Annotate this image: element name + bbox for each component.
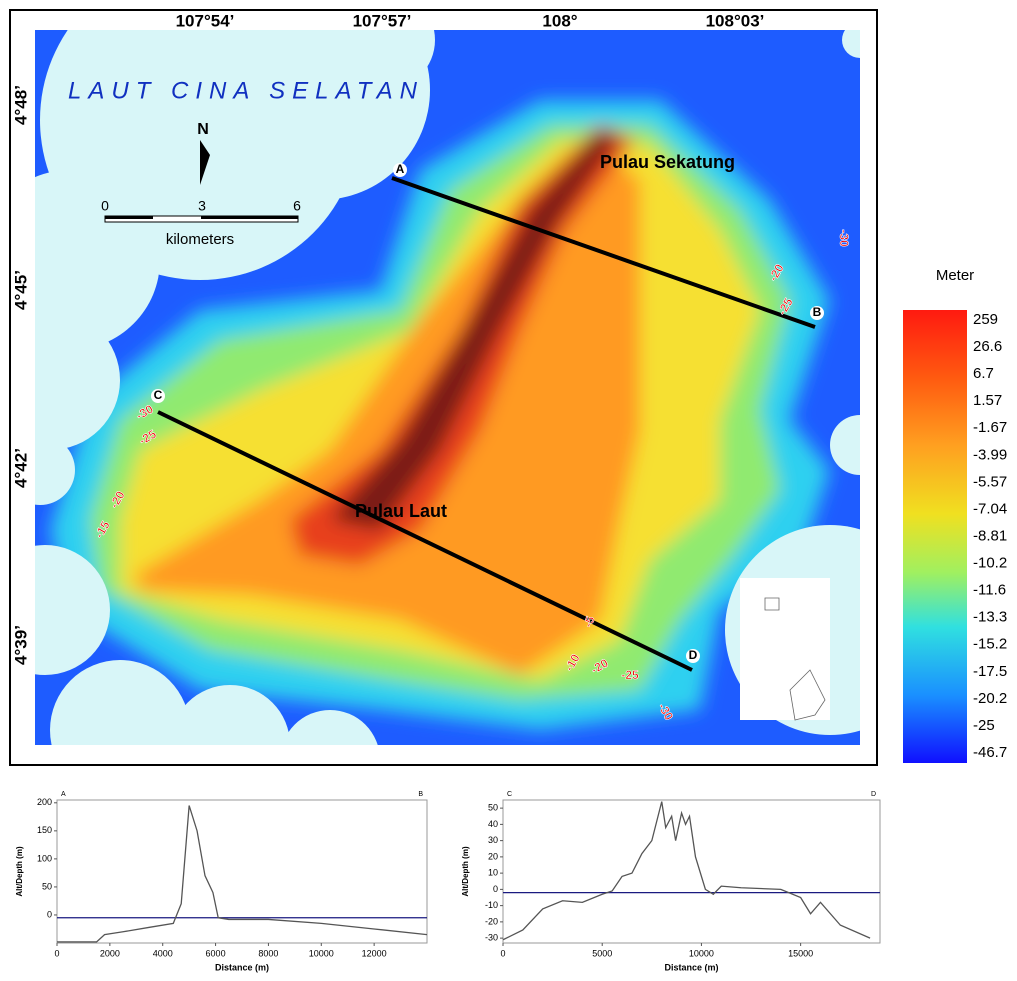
x-tick-label: 5000 xyxy=(592,948,612,958)
lon-label: 107°54’ xyxy=(176,11,235,30)
contour-label: -25 xyxy=(621,668,639,682)
island-label: Pulau Sekatung xyxy=(600,152,735,172)
lon-label: 107°57’ xyxy=(353,11,412,30)
y-tick-label: -10 xyxy=(485,900,498,910)
y-axis-label: Alt/Depth (m) xyxy=(15,846,24,897)
legend-label: -7.04 xyxy=(973,500,1007,517)
x-tick-label: 0 xyxy=(54,948,59,958)
legend-label: -10.2 xyxy=(973,555,1007,572)
plot-area xyxy=(57,800,427,943)
legend-label: -17.5 xyxy=(973,663,1007,680)
x-axis-label: Distance (m) xyxy=(664,962,718,972)
lat-label: 4°45’ xyxy=(11,270,30,310)
lon-label: 108° xyxy=(542,11,577,30)
scale-unit: kilometers xyxy=(166,231,234,248)
scale-tick: 0 xyxy=(101,198,109,214)
legend-label: -20.2 xyxy=(973,690,1007,707)
x-tick-label: 15000 xyxy=(788,948,813,958)
profile-end: D xyxy=(871,791,876,798)
north-label: N xyxy=(197,121,209,138)
x-tick-label: 10000 xyxy=(309,948,334,958)
x-tick-label: 6000 xyxy=(206,948,226,958)
profile-start: C xyxy=(507,791,512,798)
lat-label: 4°39’ xyxy=(11,625,30,665)
x-tick-label: 0 xyxy=(500,948,505,958)
y-tick-label: -30 xyxy=(485,933,498,943)
y-tick-label: 30 xyxy=(488,835,498,845)
y-tick-label: 20 xyxy=(488,851,498,861)
x-tick-label: 8000 xyxy=(258,948,278,958)
scale-bar xyxy=(105,216,298,222)
legend-label: -11.6 xyxy=(973,582,1006,599)
y-tick-label: 50 xyxy=(488,803,498,813)
point-label: C xyxy=(154,388,163,402)
point-label: A xyxy=(396,162,405,176)
y-tick-label: 50 xyxy=(42,881,52,891)
point-label: B xyxy=(813,305,822,319)
legend-label: -13.3 xyxy=(973,609,1007,626)
y-tick-label: 200 xyxy=(37,797,52,807)
legend-label: 26.6 xyxy=(973,338,1002,355)
legend-label: -25 xyxy=(973,717,995,734)
legend-label: -15.2 xyxy=(973,636,1007,653)
y-axis-label: Alt/Depth (m) xyxy=(461,846,470,897)
profile-end: B xyxy=(418,791,423,798)
plot-area xyxy=(503,800,880,943)
island-label: Pulau Laut xyxy=(355,501,447,521)
y-tick-label: 10 xyxy=(488,868,498,878)
color-bar xyxy=(903,310,967,763)
legend-label: 259 xyxy=(973,311,998,328)
y-tick-label: 0 xyxy=(47,909,52,919)
x-tick-label: 4000 xyxy=(153,948,173,958)
figure: 107°54’ 107°57’ 108° 108°03’ 4°48’ 4°45’ 4°42’… xyxy=(0,0,1017,981)
scale-tick: 6 xyxy=(293,198,301,214)
x-axis-label: Distance (m) xyxy=(215,962,269,972)
x-tick-label: 10000 xyxy=(689,948,714,958)
legend-label: -46.7 xyxy=(973,744,1007,761)
y-tick-label: -20 xyxy=(485,916,498,926)
point-label: D xyxy=(689,648,698,662)
y-tick-label: 0 xyxy=(493,884,498,894)
x-tick-label: 12000 xyxy=(362,948,387,958)
legend-label: 6.7 xyxy=(973,365,994,382)
scale-tick: 3 xyxy=(198,198,206,214)
legend-label: -3.99 xyxy=(973,446,1007,463)
lat-label: 4°48’ xyxy=(11,85,30,125)
lon-label: 108°03’ xyxy=(706,11,765,30)
lat-label: 4°42’ xyxy=(11,448,30,488)
profile-start: A xyxy=(61,791,66,798)
y-tick-label: 150 xyxy=(37,825,52,835)
x-tick-label: 2000 xyxy=(100,948,120,958)
y-tick-label: 100 xyxy=(37,853,52,863)
legend-label: -8.81 xyxy=(973,527,1007,544)
inset-map xyxy=(740,578,830,720)
y-tick-label: 40 xyxy=(488,819,498,829)
contour-label: -30 xyxy=(837,229,851,247)
legend-label: 1.57 xyxy=(973,392,1002,409)
legend-label: -5.57 xyxy=(973,473,1007,490)
sea-label: LAUT CINA SELATAN xyxy=(68,77,424,104)
legend-title: Meter xyxy=(936,267,974,284)
legend-label: -1.67 xyxy=(973,419,1007,436)
